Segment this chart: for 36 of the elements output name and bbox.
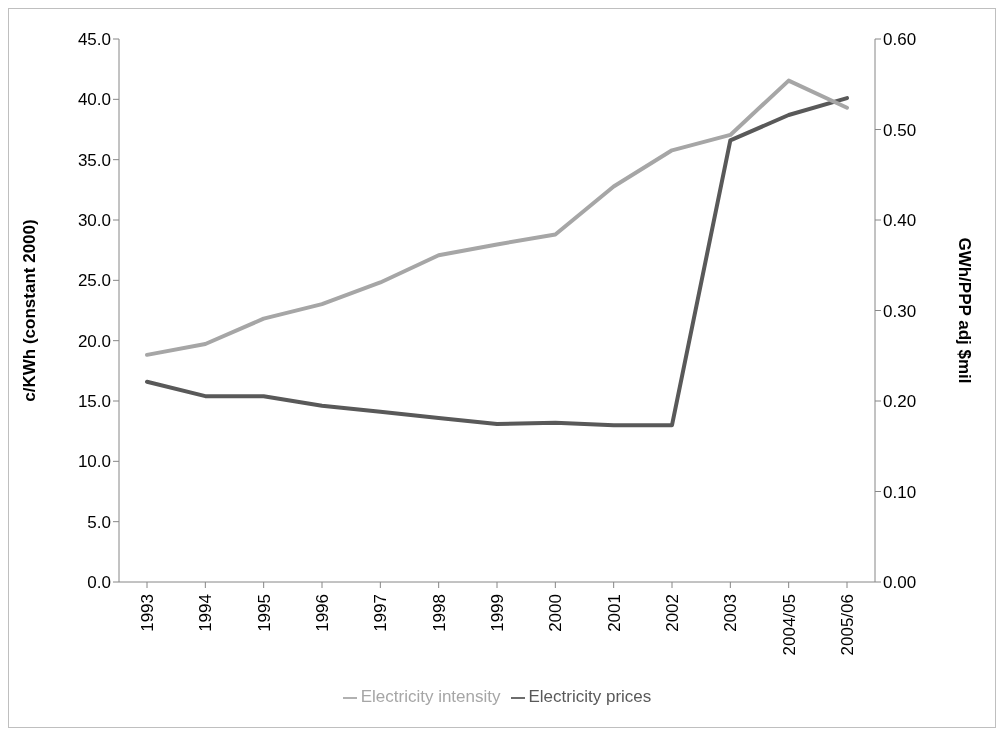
x-tick-label: 1999 bbox=[488, 594, 508, 632]
x-tick-label: 1994 bbox=[196, 594, 216, 632]
legend-label: Electricity prices bbox=[528, 687, 652, 706]
y-tick-label: 30.0 bbox=[77, 211, 111, 231]
y2-tick-label: 0.00 bbox=[883, 573, 917, 593]
y-tick-label: 5.0 bbox=[87, 512, 111, 532]
y-tick-label: 25.0 bbox=[77, 271, 111, 291]
y2-tick-label: 0.10 bbox=[883, 482, 917, 502]
y-tick-label: 0.0 bbox=[87, 573, 111, 593]
x-tick-label: 2004/05 bbox=[779, 594, 799, 656]
line-series bbox=[145, 96, 849, 428]
y2-tick-label: 0.40 bbox=[883, 211, 917, 231]
y-axis-title: c/KWh (constant 2000) bbox=[20, 219, 40, 402]
x-tick-label: 1996 bbox=[313, 594, 333, 632]
y-tick-label: 45.0 bbox=[77, 30, 111, 50]
y-tick-label: 40.0 bbox=[77, 90, 111, 110]
x-tick-label: 2005/06 bbox=[838, 594, 858, 656]
x-tick-label: 2001 bbox=[604, 594, 624, 632]
line-series bbox=[145, 78, 849, 357]
x-tick-label: 1995 bbox=[254, 594, 274, 632]
x-tick-label: 1997 bbox=[371, 594, 391, 632]
y2-tick-label: 0.50 bbox=[883, 120, 917, 140]
y2-tick-label: 0.60 bbox=[883, 30, 917, 50]
y-tick-label: 20.0 bbox=[77, 331, 111, 351]
y2-tick-label: 0.30 bbox=[883, 301, 917, 321]
x-tick-label: 1998 bbox=[429, 594, 449, 632]
y-tick-label: 15.0 bbox=[77, 392, 111, 412]
legend-label: Electricity intensity bbox=[360, 687, 501, 706]
y2-axis-title: GWh/PPP adj $mil bbox=[954, 237, 974, 384]
x-tick-label: 2002 bbox=[663, 594, 683, 632]
x-tick-label: 1993 bbox=[138, 594, 158, 632]
x-tick-label: 2000 bbox=[546, 594, 566, 632]
x-tick-label: 2003 bbox=[721, 594, 741, 632]
y-tick-label: 35.0 bbox=[77, 150, 111, 170]
y2-tick-label: 0.20 bbox=[883, 392, 917, 412]
y-tick-label: 10.0 bbox=[77, 452, 111, 472]
